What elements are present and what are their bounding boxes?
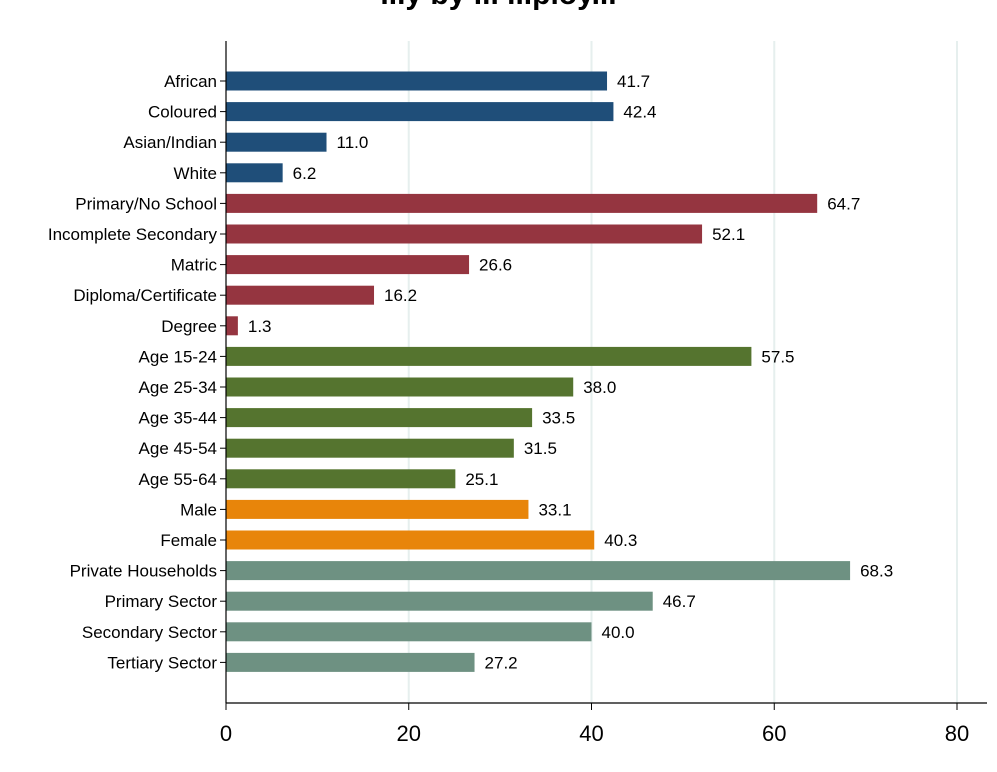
category-label: Age 25-34 <box>139 378 217 397</box>
labels: African 41.7 Coloured 42.4 Asian/Indian 11.0 W… <box>48 72 893 672</box>
category-label: Primary/No School <box>75 194 217 213</box>
category-label: Coloured <box>148 103 217 122</box>
data-label: 33.5 <box>542 409 575 428</box>
bar <box>226 102 614 122</box>
bar <box>226 316 238 336</box>
bar <box>226 163 283 183</box>
bar <box>226 652 475 672</box>
data-label: 27.2 <box>485 653 518 672</box>
data-label: 31.5 <box>524 439 557 458</box>
category-label: White <box>174 164 217 183</box>
bar <box>226 561 851 581</box>
data-label: 38.0 <box>583 378 616 397</box>
bar <box>226 224 703 244</box>
data-label: 1.3 <box>248 317 272 336</box>
x-tick-label: 60 <box>762 721 786 746</box>
bar <box>226 499 529 519</box>
data-label: 42.4 <box>623 103 656 122</box>
data-label: 52.1 <box>712 225 745 244</box>
bar <box>226 438 514 458</box>
category-label: African <box>164 72 217 91</box>
data-label: 26.6 <box>479 256 512 275</box>
bar <box>226 193 818 213</box>
bar <box>226 285 375 305</box>
data-label: 41.7 <box>617 72 650 91</box>
bar <box>226 469 456 489</box>
data-label: 40.0 <box>602 623 635 642</box>
data-label: 40.3 <box>604 531 637 550</box>
category-label: Degree <box>161 317 217 336</box>
data-label: 46.7 <box>663 592 696 611</box>
bar <box>226 408 533 428</box>
chart-title: ...y by ... ...ploy... <box>0 0 997 18</box>
category-label: Incomplete Secondary <box>48 225 218 244</box>
category-label: Age 35-44 <box>139 409 217 428</box>
category-label: Age 15-24 <box>139 347 217 366</box>
bar <box>226 255 470 275</box>
x-tick-label: 0 <box>220 721 232 746</box>
category-label: Private Households <box>70 562 217 581</box>
bar <box>226 622 592 642</box>
bar <box>226 530 595 550</box>
category-label: Matric <box>171 256 218 275</box>
bar <box>226 591 653 611</box>
category-label: Primary Sector <box>105 592 218 611</box>
data-label: 16.2 <box>384 286 417 305</box>
category-label: Age 55-64 <box>139 470 217 489</box>
x-tick-label: 80 <box>945 721 969 746</box>
category-label: Male <box>180 500 217 519</box>
category-label: Female <box>160 531 217 550</box>
data-label: 6.2 <box>293 164 317 183</box>
data-label: 64.7 <box>827 194 860 213</box>
bar <box>226 377 574 397</box>
bar <box>226 346 752 366</box>
axes: 0 20 40 60 80 <box>220 41 987 746</box>
data-label: 57.5 <box>761 347 794 366</box>
category-label: Tertiary Sector <box>107 653 217 672</box>
data-label: 25.1 <box>465 470 498 489</box>
data-label: 33.1 <box>538 500 571 519</box>
data-label: 68.3 <box>860 562 893 581</box>
category-label: Diploma/Certificate <box>73 286 217 305</box>
x-tick-label: 20 <box>397 721 421 746</box>
bar <box>226 71 608 91</box>
category-label: Secondary Sector <box>82 623 217 642</box>
category-label: Asian/Indian <box>123 133 217 152</box>
x-tick-label: 40 <box>579 721 603 746</box>
bars <box>226 71 851 672</box>
bar <box>226 132 327 152</box>
data-label: 11.0 <box>337 133 369 152</box>
category-label: Age 45-54 <box>139 439 217 458</box>
